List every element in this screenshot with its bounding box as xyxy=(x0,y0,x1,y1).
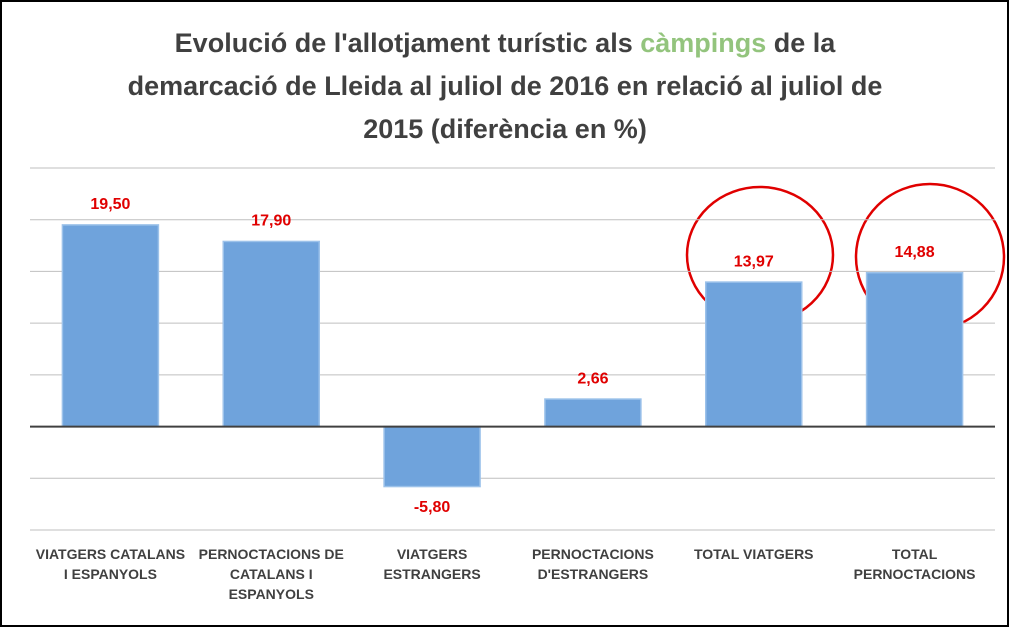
chart-title: Evolució de l'allotjament turístic als c… xyxy=(110,22,900,151)
x-tick-label: TOTAL VIATGERS xyxy=(693,546,814,562)
data-label: 19,50 xyxy=(90,196,130,213)
x-tick-label: TOTAL PERNOCTACIONS xyxy=(853,546,976,582)
title-part: càmpings xyxy=(640,28,767,58)
data-label: 17,90 xyxy=(251,213,291,230)
bar xyxy=(705,281,803,428)
x-tick-label: PERNOCTACIONS DE CATALANS I ESPANYOLS xyxy=(198,546,344,602)
bar xyxy=(222,240,320,428)
data-label: 13,97 xyxy=(734,253,774,270)
title-part: de la demarcació de Lleida al juliol de … xyxy=(127,28,883,144)
bar xyxy=(383,425,481,488)
x-tick-label: PERNOCTACIONS D'ESTRANGERS xyxy=(531,546,654,582)
data-label: 14,88 xyxy=(895,244,935,261)
title-part: Evolució de l'allotjament turístic als xyxy=(174,28,633,58)
x-tick-label: VIATGERS ESTRANGERS xyxy=(383,546,481,582)
bar xyxy=(61,224,160,428)
x-tick-label: VIATGERS CATALANS I ESPANYOLS xyxy=(35,546,186,582)
data-label: 2,66 xyxy=(577,370,608,387)
data-label: -5,80 xyxy=(414,499,451,516)
bar xyxy=(544,398,642,428)
bar xyxy=(865,271,964,428)
